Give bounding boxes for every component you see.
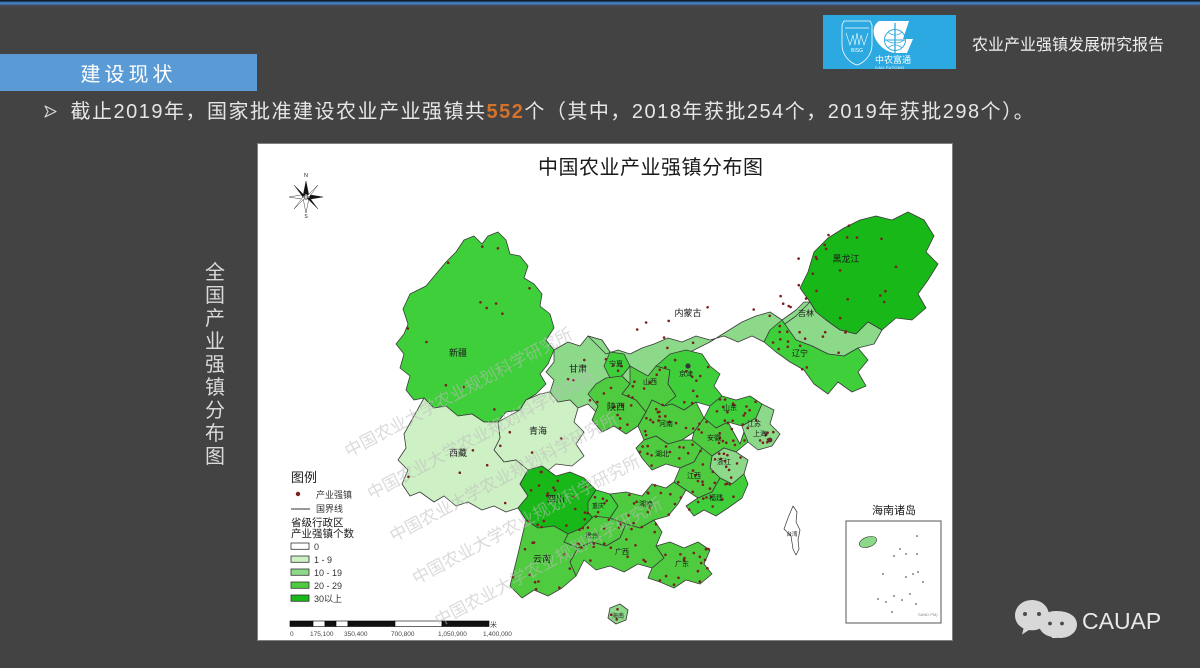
svg-text:中农富通: 中农富通 xyxy=(875,54,911,65)
svg-text:10 - 19: 10 - 19 xyxy=(314,568,342,578)
svg-text:0: 0 xyxy=(314,542,319,552)
svg-text:四川: 四川 xyxy=(547,494,565,504)
svg-text:台湾: 台湾 xyxy=(786,530,798,538)
svg-text:宁夏: 宁夏 xyxy=(609,359,623,368)
svg-text:20 - 29: 20 - 29 xyxy=(314,581,342,591)
svg-text:CAU FUTONG: CAU FUTONG xyxy=(875,65,904,69)
svg-text:1,050,900: 1,050,900 xyxy=(438,631,467,638)
svg-text:广东: 广东 xyxy=(675,559,689,568)
svg-text:辽宁: 辽宁 xyxy=(792,348,808,358)
svg-text:江苏: 江苏 xyxy=(747,419,761,428)
svg-text:1,400,000: 1,400,000 xyxy=(483,631,512,638)
svg-text:图例: 图例 xyxy=(291,470,317,485)
svg-text:0: 0 xyxy=(290,631,294,638)
svg-text:BISG: BISG xyxy=(851,48,863,54)
svg-text:1 - 9: 1 - 9 xyxy=(314,555,332,565)
svg-text:重庆: 重庆 xyxy=(592,502,604,510)
svg-text:新疆: 新疆 xyxy=(449,347,467,358)
svg-text:上海: 上海 xyxy=(753,429,767,438)
svg-text:海南: 海南 xyxy=(612,612,624,620)
svg-text:海南诸岛: 海南诸岛 xyxy=(872,503,916,517)
svg-text:福建: 福建 xyxy=(709,493,723,502)
svg-text:山西: 山西 xyxy=(643,377,657,386)
svg-text:浙江: 浙江 xyxy=(717,457,731,466)
svg-text:甘肃: 甘肃 xyxy=(569,363,587,374)
svg-text:产业强镇: 产业强镇 xyxy=(316,489,352,500)
svg-text:贵州: 贵州 xyxy=(585,531,599,540)
svg-text:安徽: 安徽 xyxy=(707,433,721,442)
svg-text:700,800: 700,800 xyxy=(391,631,415,638)
svg-text:西藏: 西藏 xyxy=(449,447,467,458)
svg-text:江西: 江西 xyxy=(687,472,701,480)
svg-text:陕西: 陕西 xyxy=(607,401,625,412)
svg-text:河南: 河南 xyxy=(659,419,673,428)
svg-text:青海: 青海 xyxy=(529,425,547,436)
svg-text:产业强镇个数: 产业强镇个数 xyxy=(291,527,354,540)
svg-text:黑龙江: 黑龙江 xyxy=(832,253,859,264)
svg-text:湖北: 湖北 xyxy=(655,449,669,458)
svg-text:30以上: 30以上 xyxy=(314,594,342,604)
svg-text:山东: 山东 xyxy=(723,403,737,412)
svg-text:SAND PM): SAND PM) xyxy=(918,612,938,617)
svg-text:CAUAP: CAUAP xyxy=(1082,608,1161,634)
svg-text:内蒙古: 内蒙古 xyxy=(674,307,701,318)
svg-text:米: 米 xyxy=(490,620,497,629)
svg-text:350,400: 350,400 xyxy=(344,631,368,638)
svg-text:云南: 云南 xyxy=(533,553,551,564)
svg-text:吉林: 吉林 xyxy=(798,308,814,318)
svg-text:175,100: 175,100 xyxy=(310,631,334,638)
svg-text:京津: 京津 xyxy=(679,369,693,378)
svg-text:广西: 广西 xyxy=(615,547,629,556)
svg-text:湖南: 湖南 xyxy=(639,499,653,508)
svg-text:国界线: 国界线 xyxy=(316,503,343,514)
